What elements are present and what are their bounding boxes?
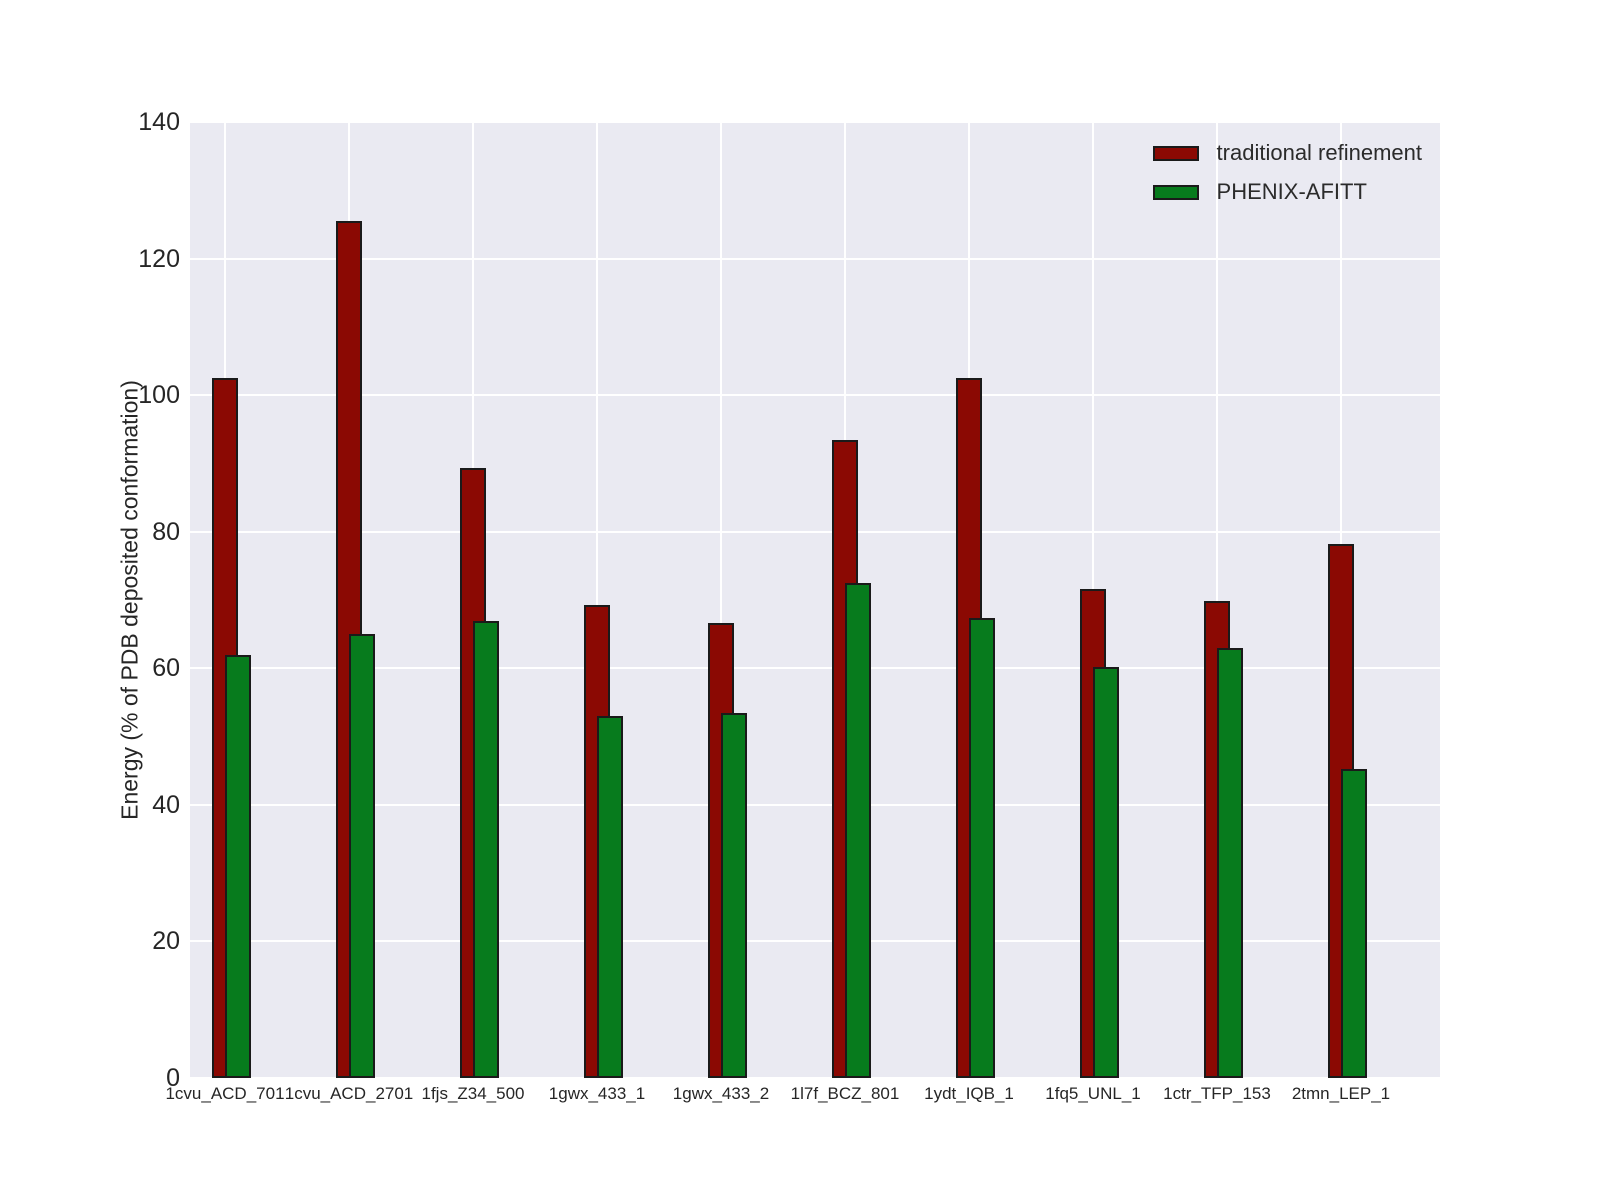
- gridline-horizontal-40: [190, 803, 1440, 806]
- legend-label: PHENIX-AFITT: [1216, 179, 1367, 204]
- x-tick-label-1cvu_ACD_701: 1cvu_ACD_701: [165, 1084, 285, 1103]
- y-axis-label-text: Energy (% of PDB deposited conformation): [116, 380, 143, 820]
- y-tick-label-20: 20: [152, 927, 180, 956]
- bar-phenix-afitt-1cvu_ACD_2701: [349, 634, 375, 1078]
- x-tick-label-2tmn_LEP_1: 2tmn_LEP_1: [1291, 1084, 1391, 1103]
- gridline-horizontal-100: [190, 394, 1440, 397]
- legend-label: traditional refinement: [1216, 140, 1422, 165]
- bar-phenix-afitt-1ctr_TFP_153: [1217, 647, 1243, 1078]
- y-tick-label-80: 80: [152, 517, 180, 546]
- legend-row: PHENIX-AFITT: [1152, 179, 1422, 205]
- y-tick-label-40: 40: [152, 790, 180, 819]
- legend-swatch-icon: [1152, 184, 1199, 200]
- bar-phenix-afitt-1cvu_ACD_701: [225, 654, 251, 1078]
- bar-phenix-afitt-1gwx_433_2: [721, 712, 747, 1078]
- gridline-vertical-1gwx_433_2: [720, 122, 722, 1078]
- gridline-horizontal-0: [190, 1077, 1440, 1079]
- legend-swatch-icon: [1152, 145, 1199, 161]
- x-tick-label-1l7f_BCZ_801: 1l7f_BCZ_801: [790, 1084, 900, 1103]
- bar-phenix-afitt-1fjs_Z34_500: [473, 620, 499, 1078]
- y-tick-label-60: 60: [152, 654, 180, 683]
- y-tick-label-140: 140: [138, 108, 180, 136]
- y-tick-label-0: 0: [166, 1064, 180, 1092]
- x-tick-label-1ydt_IQB_1: 1ydt_IQB_1: [924, 1084, 1014, 1103]
- gridline-vertical-1gwx_433_1: [596, 122, 598, 1078]
- gridline-vertical-1ctr_TFP_153: [1216, 122, 1218, 1078]
- x-tick-label-1ctr_TFP_153: 1ctr_TFP_153: [1163, 1084, 1271, 1103]
- gridline-horizontal-120: [190, 257, 1440, 260]
- x-tick-label-1gwx_433_2: 1gwx_433_2: [672, 1084, 770, 1103]
- bar-phenix-afitt-1gwx_433_1: [597, 716, 623, 1078]
- gridline-horizontal-140: [190, 121, 1440, 123]
- bar-phenix-afitt-1fq5_UNL_1: [1093, 666, 1119, 1078]
- legend: traditional refinement PHENIX-AFITT: [1152, 140, 1422, 205]
- legend-row: traditional refinement: [1152, 140, 1422, 166]
- bar-phenix-afitt-1ydt_IQB_1: [969, 617, 995, 1078]
- y-tick-label-120: 120: [138, 244, 180, 273]
- bar-phenix-afitt-1l7f_BCZ_801: [845, 582, 871, 1078]
- gridline-horizontal-20: [190, 940, 1440, 943]
- gridline-horizontal-80: [190, 530, 1440, 533]
- x-tick-label-1fq5_UNL_1: 1fq5_UNL_1: [1045, 1084, 1141, 1103]
- y-tick-label-100: 100: [138, 381, 180, 410]
- x-tick-label-1cvu_ACD_2701: 1cvu_ACD_2701: [284, 1084, 414, 1103]
- plot-area: traditional refinement PHENIX-AFITT: [190, 121, 1440, 1079]
- x-tick-label-1gwx_433_1: 1gwx_433_1: [548, 1084, 646, 1103]
- gridline-horizontal-60: [190, 667, 1440, 670]
- bar-phenix-afitt-2tmn_LEP_1: [1341, 769, 1367, 1078]
- x-tick-label-1fjs_Z34_500: 1fjs_Z34_500: [421, 1084, 525, 1103]
